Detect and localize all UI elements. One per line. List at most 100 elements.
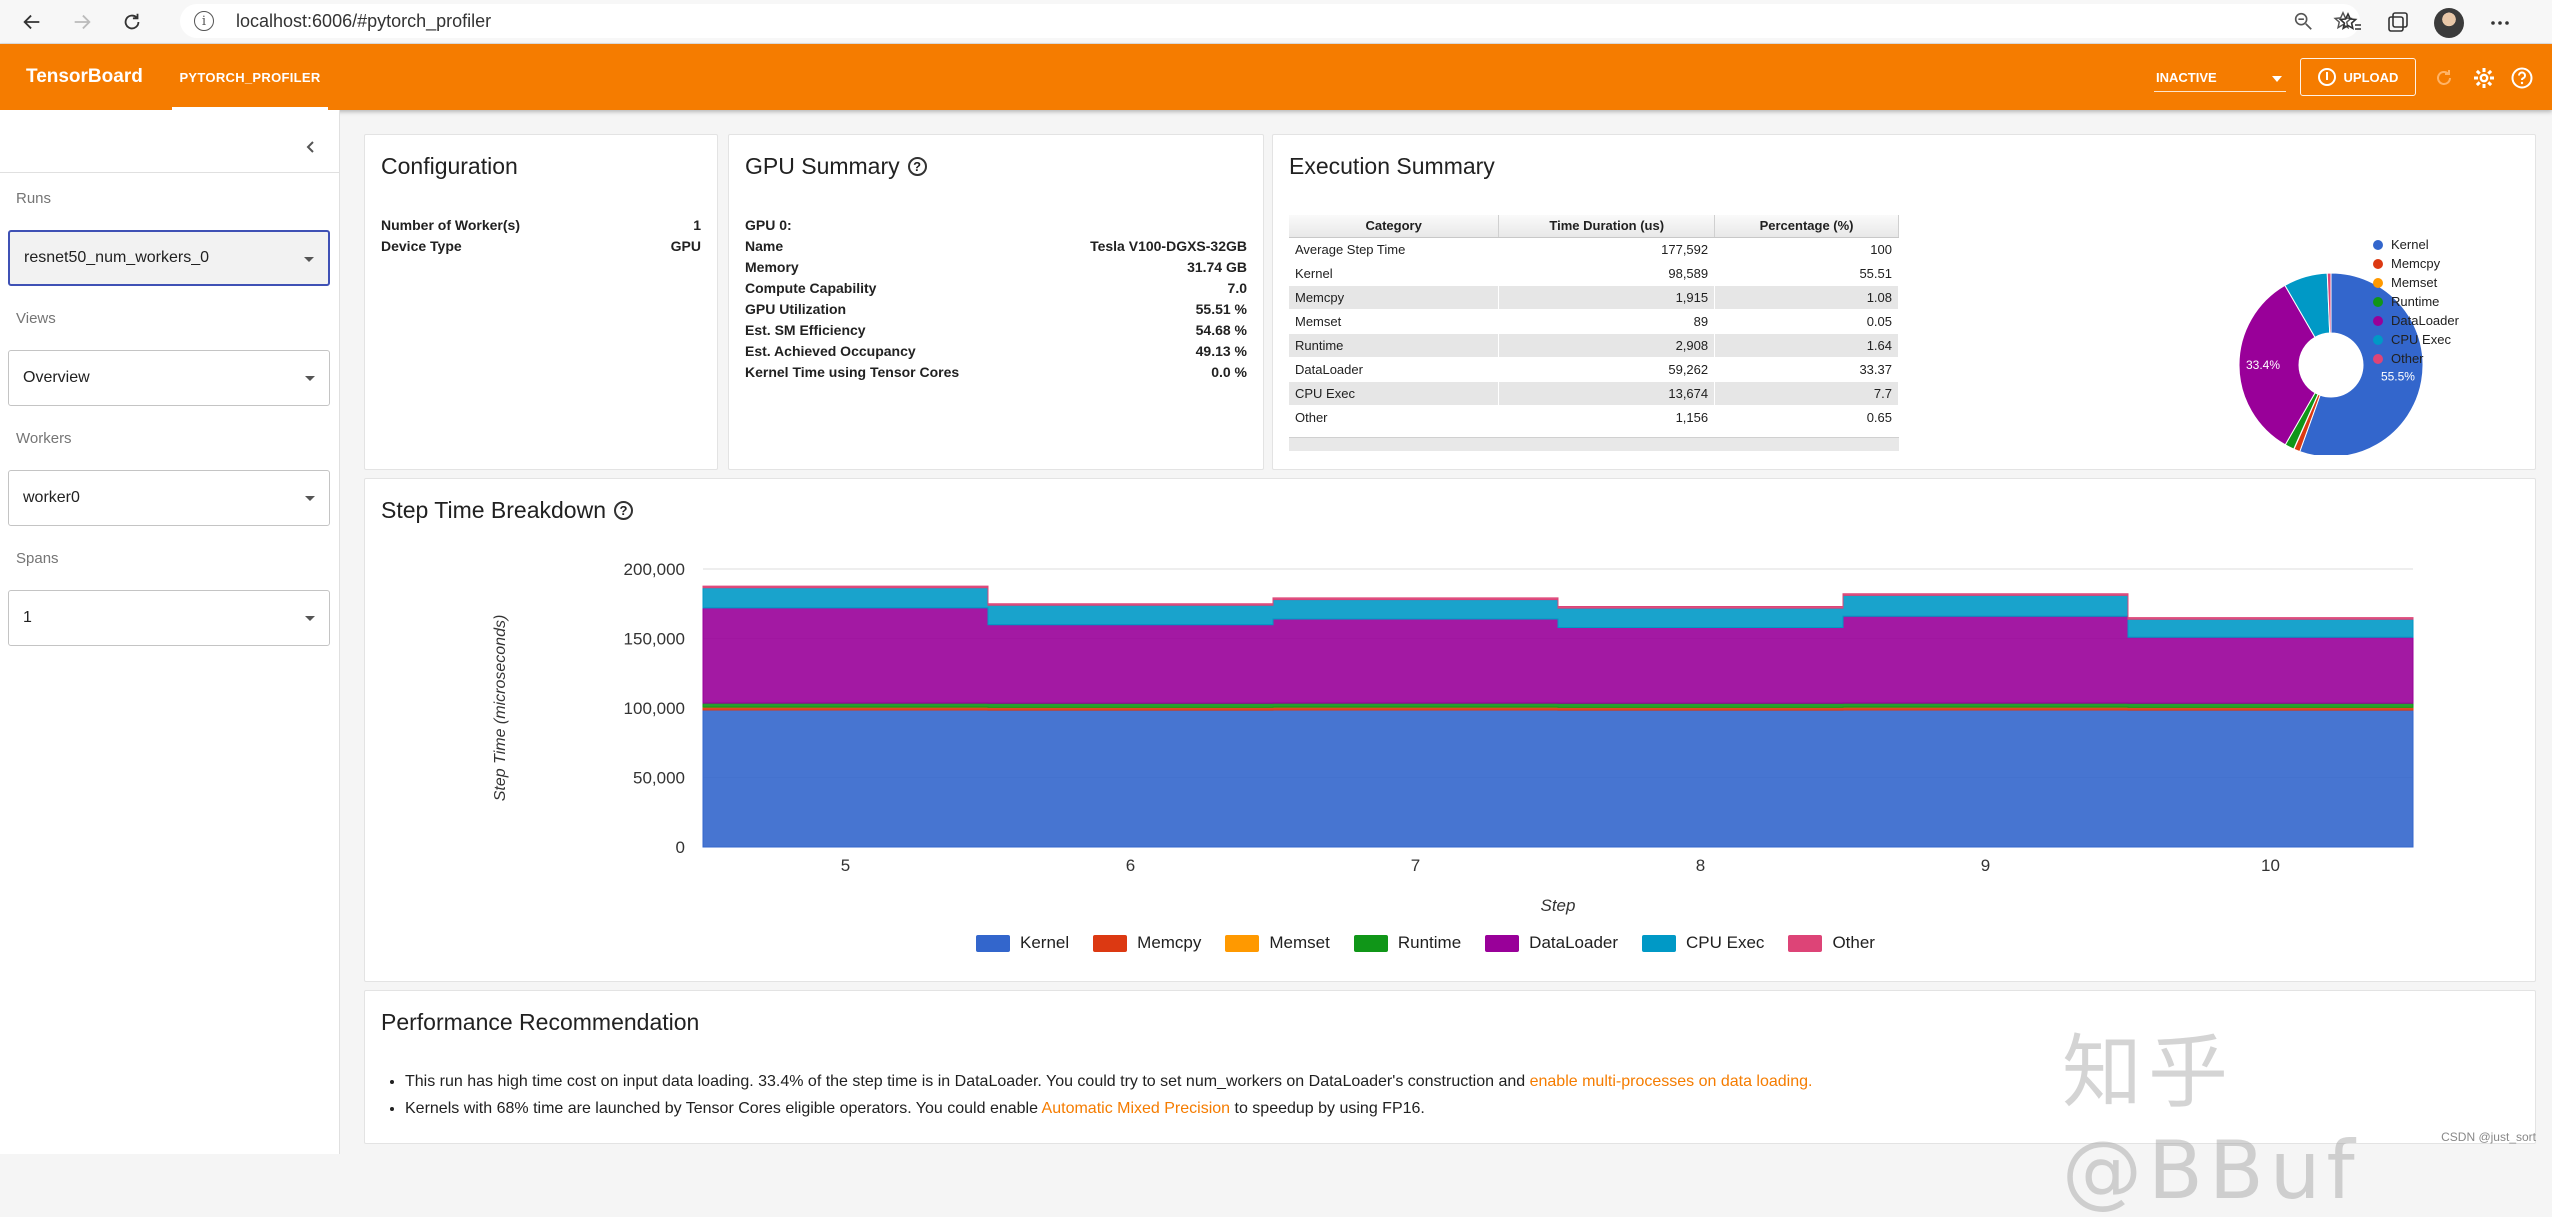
legend-item[interactable]: Memcpy [2373,254,2459,273]
gpu-summary-title-text: GPU Summary [745,153,900,180]
tab-pytorch-profiler[interactable]: PYTORCH_PROFILER [172,44,328,110]
gear-icon[interactable] [2472,66,2496,90]
runs-select[interactable]: resnet50_num_workers_0 [8,230,330,286]
table-header-row: Category Time Duration (us) Percentage (… [1289,215,1899,237]
table-cell: 0.05 [1715,309,1899,333]
config-value: GPU [671,238,701,254]
spans-label: Spans [16,550,59,567]
collections-icon[interactable] [2386,11,2410,35]
table-cell: 33.37 [1715,357,1899,381]
x-tick-label: 8 [1696,856,1705,875]
table-cell: 0.65 [1715,405,1899,429]
plugin-select[interactable]: INACTIVE [2154,66,2286,92]
caret-down-icon [305,616,315,621]
y-tick-label: 50,000 [633,769,685,788]
area-series-kernel[interactable] [703,710,2413,847]
avatar[interactable] [2434,8,2464,38]
column-header[interactable]: Time Duration (us) [1499,215,1715,237]
recommendation-text: Kernels with 68% time are launched by Te… [405,1100,1042,1117]
help-icon[interactable] [2510,66,2534,90]
configuration-title-text: Configuration [381,153,518,180]
legend-item[interactable]: Runtime [2373,292,2459,311]
spans-select[interactable]: 1 [8,590,330,646]
table-cell: 55.51 [1715,261,1899,285]
table-cell: 59,262 [1499,357,1715,381]
recommendation-text: This run has high time cost on input dat… [405,1073,1530,1090]
column-header[interactable]: Percentage (%) [1715,215,1899,237]
address-bar[interactable]: i localhost:6006/#pytorch_profiler [180,4,2360,38]
gpu-key: GPU Utilization [745,301,846,317]
legend-label: Other [1832,933,1875,953]
legend-item[interactable]: Memset [2373,273,2459,292]
x-tick-label: 6 [1126,856,1135,875]
column-header[interactable]: Category [1289,215,1499,237]
legend-label: Memset [2391,275,2437,290]
legend-item[interactable]: CPU Exec [2373,330,2459,349]
views-select[interactable]: Overview [8,350,330,406]
table-cell: Kernel [1289,261,1499,285]
legend-item[interactable]: CPU Exec [1642,933,1764,953]
upload-label: UPLOAD [2344,70,2399,85]
reload-button[interactable] [114,4,150,40]
caret-down-icon [2272,76,2282,82]
gpu-value: 31.74 GB [1187,259,1247,275]
source-mark: CSDN @just_sort [2441,1130,2536,1144]
workers-select[interactable]: worker0 [8,470,330,526]
collapse-sidebar-button[interactable] [296,132,326,162]
legend-item[interactable]: Other [1788,933,1875,953]
amp-link[interactable]: Automatic Mixed Precision [1042,1100,1231,1117]
legend-item[interactable]: DataLoader [2373,311,2459,330]
legend-item[interactable]: Memset [1225,933,1329,953]
arrow-right-icon [71,11,93,33]
forward-button[interactable] [64,4,100,40]
table-cell: Memcpy [1289,285,1499,309]
zoom-icon[interactable] [2292,10,2314,32]
legend-label: Memset [1269,933,1329,953]
chart-legend: Kernel Memcpy Memset Runtime DataLoader CPU E… [365,933,2486,953]
legend-swatch [976,935,1010,952]
chevron-left-icon [303,139,319,155]
legend-item[interactable]: Memcpy [1093,933,1201,953]
refresh-icon[interactable] [2432,66,2456,90]
back-button[interactable] [14,4,50,40]
help-icon[interactable]: ? [908,157,927,176]
legend-item[interactable]: DataLoader [1485,933,1618,953]
table-scrollbar[interactable] [1289,437,1899,451]
favorites-icon[interactable] [2338,11,2362,35]
legend-item[interactable]: Kernel [976,933,1069,953]
x-tick-label: 5 [841,856,850,875]
y-tick-label: 150,000 [624,630,685,649]
config-row-device: Device Type GPU [381,238,701,258]
table-cell: 89 [1499,309,1715,333]
info-icon[interactable]: i [194,11,214,31]
x-axis-label: Step [1541,896,1576,915]
table-cell: 177,592 [1499,237,1715,261]
watermark: 知乎 @BBuf [2062,1008,2552,1217]
url-text: localhost:6006/#pytorch_profiler [236,11,491,32]
table-cell: 1,915 [1499,285,1715,309]
pie-label: 33.4% [2246,358,2280,372]
legend-dot [2373,278,2383,288]
legend-item[interactable]: Kernel [2373,235,2459,254]
legend-item[interactable]: Runtime [1354,933,1461,953]
more-icon[interactable] [2488,11,2512,35]
recommendation-text: to speedup by using FP16. [1230,1100,1425,1117]
legend-item[interactable]: Other [2373,349,2459,368]
legend-label: Memcpy [2391,256,2440,271]
y-tick-label: 0 [676,838,685,857]
table-cell: 98,589 [1499,261,1715,285]
table-cell: 1,156 [1499,405,1715,429]
configuration-title: Configuration [381,153,518,180]
upload-button[interactable]: UPLOAD [2300,58,2416,96]
multiprocess-link[interactable]: enable multi-processes on data loading. [1530,1073,1813,1090]
upload-icon [2318,68,2336,86]
y-tick-label: 200,000 [624,560,685,579]
